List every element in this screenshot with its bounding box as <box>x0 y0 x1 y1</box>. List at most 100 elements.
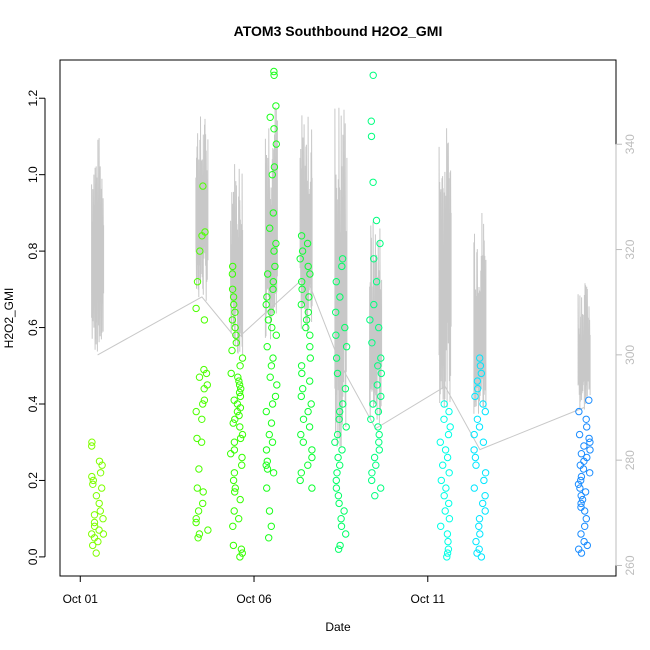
data-point <box>98 461 106 469</box>
data-point <box>333 469 341 477</box>
data-point <box>444 430 453 439</box>
data-point <box>577 472 586 481</box>
data-point <box>475 423 484 431</box>
data-point <box>369 178 377 187</box>
data-point <box>473 549 481 557</box>
y2-spike-3 <box>264 107 278 340</box>
y-tick-label: 1.2 <box>26 90 40 107</box>
data-point <box>229 262 237 271</box>
data-point <box>230 396 238 404</box>
y-tick-label: 0.0 <box>26 548 40 565</box>
data-point <box>377 484 385 492</box>
data-point <box>340 507 348 515</box>
data-point <box>296 255 304 263</box>
data-point <box>262 300 270 309</box>
chart-title: ATOM3 Southbound H2O2_GMI <box>234 23 443 39</box>
data-point <box>577 499 585 508</box>
y2-spike-8 <box>473 212 487 414</box>
y2-tick-label: 300 <box>623 345 637 365</box>
y2-spike-1 <box>195 116 209 301</box>
data-point <box>297 362 306 370</box>
data-point <box>270 71 278 80</box>
data-point <box>236 362 244 370</box>
data-point <box>269 209 277 217</box>
data-point <box>199 400 207 408</box>
data-point <box>98 484 106 492</box>
data-point <box>581 507 589 515</box>
data-point <box>229 522 237 530</box>
data-point <box>89 480 97 488</box>
data-point <box>236 392 245 401</box>
data-point <box>305 293 313 301</box>
data-point <box>333 369 342 378</box>
y2-spike-6 <box>369 221 383 424</box>
data-point <box>296 476 304 485</box>
data-point <box>262 407 270 416</box>
data-point <box>227 369 235 378</box>
data-point <box>443 453 452 462</box>
data-point <box>238 453 246 462</box>
data-point <box>585 434 593 443</box>
data-point <box>302 323 310 332</box>
data-point <box>308 453 316 462</box>
data-point <box>477 369 485 378</box>
data-point <box>472 537 480 546</box>
data-point <box>230 438 239 446</box>
data-point <box>262 446 271 454</box>
data-point <box>99 530 108 538</box>
data-point <box>304 407 312 416</box>
data-point <box>370 255 378 263</box>
data-point <box>480 476 488 485</box>
data-point <box>228 270 237 278</box>
data-point <box>581 488 590 496</box>
data-point <box>271 262 279 271</box>
data-point <box>89 476 98 485</box>
data-point <box>199 182 207 190</box>
data-point <box>367 415 375 423</box>
data-point <box>193 434 201 443</box>
data-point <box>479 438 488 446</box>
data-point <box>270 125 278 133</box>
data-point <box>481 407 489 416</box>
data-point <box>232 331 240 339</box>
y2-tick-label: 260 <box>623 555 637 575</box>
data-point <box>368 469 376 477</box>
y2-spike-7 <box>438 128 452 408</box>
data-point <box>263 343 271 351</box>
data-point <box>272 239 280 248</box>
data-point <box>481 469 490 477</box>
data-point <box>470 446 478 454</box>
data-point <box>238 549 247 557</box>
y2-overlay-layer <box>91 107 591 451</box>
data-point <box>470 484 478 492</box>
data-point <box>440 492 448 500</box>
data-point <box>229 476 238 485</box>
data-point <box>444 537 452 546</box>
data-point <box>298 285 306 293</box>
data-point <box>471 453 480 462</box>
data-point <box>237 545 246 553</box>
data-point <box>298 278 306 286</box>
y-axis-label: H2O2_GMI <box>2 288 16 349</box>
data-point <box>475 522 483 530</box>
data-point <box>436 438 444 446</box>
data-point <box>306 377 314 385</box>
data-point <box>90 518 99 527</box>
data-point <box>582 415 590 423</box>
data-point <box>577 530 585 538</box>
data-point <box>236 423 244 431</box>
data-point <box>269 278 277 286</box>
data-point <box>199 499 207 508</box>
data-point <box>580 537 588 546</box>
data-point <box>332 308 340 316</box>
data-point <box>90 511 99 519</box>
data-point <box>443 530 452 538</box>
data-point <box>575 407 583 416</box>
data-point <box>334 492 343 500</box>
data-point <box>302 316 311 324</box>
data-point <box>272 102 280 110</box>
data-point <box>374 407 383 416</box>
data-point <box>442 484 450 492</box>
data-point <box>89 541 97 550</box>
y2-spike-5 <box>334 107 348 447</box>
